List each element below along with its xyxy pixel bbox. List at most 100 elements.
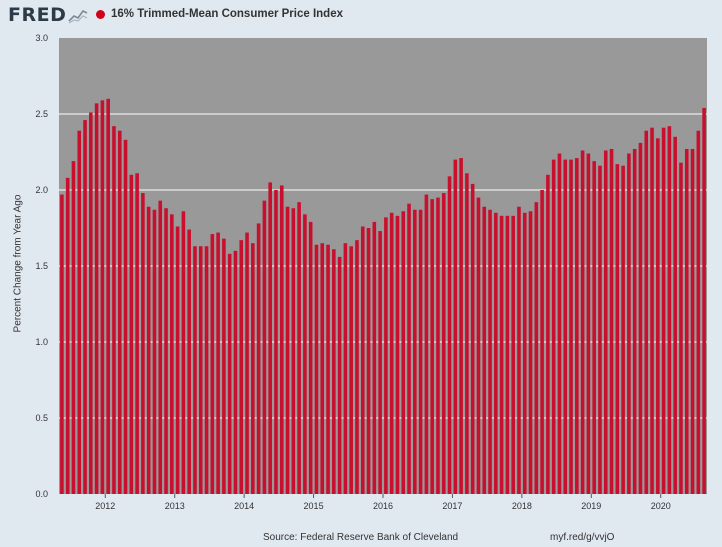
bar[interactable] bbox=[378, 231, 382, 495]
bar[interactable] bbox=[94, 103, 99, 495]
bar[interactable] bbox=[638, 142, 643, 494]
bar[interactable] bbox=[494, 212, 498, 495]
bar[interactable] bbox=[627, 153, 631, 494]
bar[interactable] bbox=[187, 229, 191, 494]
bar[interactable] bbox=[297, 202, 301, 494]
bar[interactable] bbox=[702, 107, 706, 495]
bar[interactable] bbox=[89, 112, 93, 494]
bar[interactable] bbox=[337, 256, 342, 494]
bar[interactable] bbox=[407, 203, 411, 494]
bar[interactable] bbox=[661, 127, 666, 495]
bar[interactable] bbox=[332, 249, 336, 494]
bar[interactable] bbox=[413, 209, 417, 494]
bar[interactable] bbox=[546, 174, 550, 495]
bar[interactable] bbox=[470, 183, 475, 495]
bar[interactable] bbox=[146, 206, 151, 494]
bar[interactable] bbox=[291, 208, 296, 495]
bar[interactable] bbox=[551, 159, 556, 494]
bar[interactable] bbox=[71, 161, 76, 494]
bar[interactable] bbox=[656, 138, 660, 494]
bar[interactable] bbox=[158, 200, 163, 494]
bar[interactable] bbox=[141, 193, 145, 495]
bar[interactable] bbox=[343, 243, 348, 494]
bar[interactable] bbox=[279, 185, 284, 494]
bar[interactable] bbox=[482, 206, 487, 494]
bar[interactable] bbox=[650, 127, 654, 495]
bar[interactable] bbox=[65, 177, 70, 494]
bar[interactable] bbox=[575, 158, 579, 494]
bar[interactable] bbox=[667, 126, 672, 494]
bar[interactable] bbox=[673, 136, 677, 495]
bar[interactable] bbox=[251, 243, 255, 494]
bar[interactable] bbox=[430, 199, 434, 494]
bar[interactable] bbox=[77, 130, 82, 494]
bar[interactable] bbox=[135, 173, 139, 494]
bar[interactable] bbox=[360, 226, 365, 495]
bar[interactable] bbox=[152, 209, 157, 494]
bar[interactable] bbox=[534, 202, 539, 494]
bar[interactable] bbox=[123, 139, 128, 494]
bar[interactable] bbox=[522, 212, 527, 495]
bar[interactable] bbox=[274, 190, 278, 494]
bar[interactable] bbox=[308, 221, 313, 495]
bar[interactable] bbox=[100, 100, 105, 494]
bar[interactable] bbox=[303, 214, 307, 494]
bar[interactable] bbox=[245, 232, 249, 494]
bar[interactable] bbox=[164, 208, 168, 495]
bar[interactable] bbox=[262, 200, 267, 494]
bar[interactable] bbox=[679, 162, 683, 494]
bar[interactable] bbox=[690, 148, 695, 494]
bar[interactable] bbox=[181, 211, 186, 494]
bar[interactable] bbox=[395, 215, 400, 494]
bar[interactable] bbox=[563, 159, 568, 494]
bar[interactable] bbox=[389, 212, 394, 495]
bar[interactable] bbox=[106, 98, 110, 495]
bar[interactable] bbox=[453, 159, 458, 494]
bar[interactable] bbox=[436, 197, 440, 494]
bar[interactable] bbox=[210, 234, 215, 494]
bar[interactable] bbox=[592, 161, 596, 494]
bar[interactable] bbox=[459, 158, 463, 494]
bar[interactable] bbox=[256, 223, 261, 494]
bar[interactable] bbox=[621, 165, 625, 494]
bar[interactable] bbox=[586, 153, 591, 494]
short-link[interactable]: myf.red/g/vvjO bbox=[550, 532, 615, 543]
bar[interactable] bbox=[222, 238, 226, 494]
bar[interactable] bbox=[499, 215, 504, 494]
bar[interactable] bbox=[540, 190, 544, 494]
bar[interactable] bbox=[198, 246, 203, 494]
bar[interactable] bbox=[239, 240, 244, 494]
bar[interactable] bbox=[488, 209, 492, 494]
bar[interactable] bbox=[557, 153, 562, 494]
bar[interactable] bbox=[355, 240, 359, 494]
bar[interactable] bbox=[511, 215, 515, 494]
fred-logo[interactable]: FRED bbox=[8, 4, 67, 26]
bar[interactable] bbox=[60, 194, 64, 494]
bar[interactable] bbox=[569, 159, 573, 494]
bar[interactable] bbox=[175, 226, 180, 495]
bar[interactable] bbox=[476, 197, 481, 494]
bar[interactable] bbox=[418, 209, 423, 494]
bar[interactable] bbox=[447, 176, 452, 494]
bar[interactable] bbox=[603, 150, 608, 495]
bar[interactable] bbox=[644, 130, 649, 494]
bar[interactable] bbox=[424, 194, 429, 494]
bar[interactable] bbox=[193, 246, 197, 494]
bar[interactable] bbox=[441, 193, 446, 495]
bar[interactable] bbox=[615, 164, 620, 494]
bar[interactable] bbox=[401, 211, 406, 494]
bar[interactable] bbox=[268, 182, 272, 494]
bar[interactable] bbox=[326, 244, 330, 494]
bar[interactable] bbox=[204, 246, 209, 494]
bar[interactable] bbox=[684, 148, 689, 494]
bar[interactable] bbox=[384, 217, 388, 495]
bar[interactable] bbox=[349, 246, 353, 494]
bar[interactable] bbox=[233, 250, 238, 494]
bar[interactable] bbox=[632, 148, 637, 494]
bar[interactable] bbox=[170, 214, 174, 494]
bar[interactable] bbox=[117, 130, 122, 494]
bar[interactable] bbox=[609, 148, 614, 494]
bar[interactable] bbox=[580, 150, 585, 495]
bar[interactable] bbox=[517, 206, 521, 494]
bar[interactable] bbox=[465, 173, 469, 494]
